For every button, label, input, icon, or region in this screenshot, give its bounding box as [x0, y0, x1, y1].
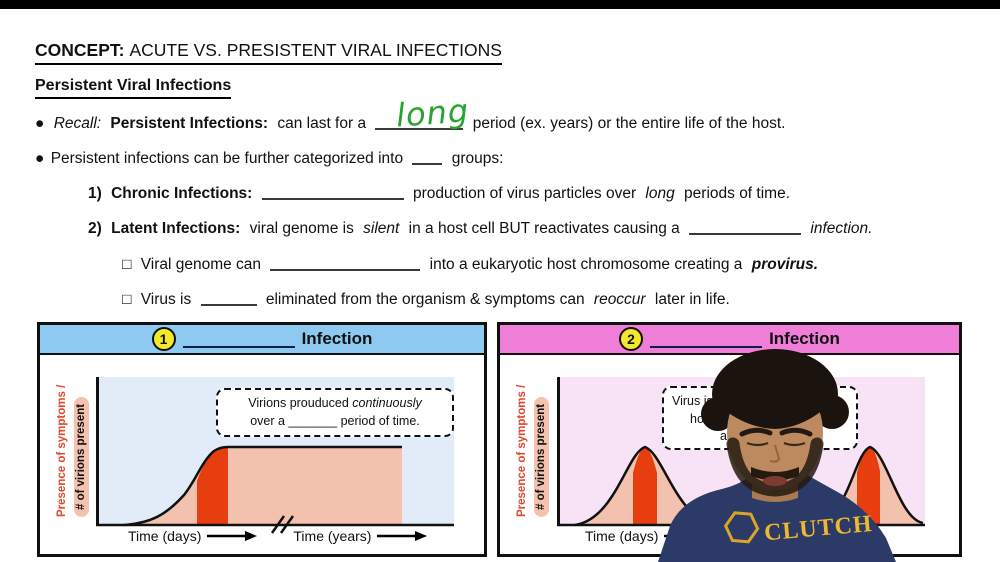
- handwritten-answer: long: [394, 91, 471, 135]
- x-label-days: Time (days): [585, 528, 659, 544]
- virion-curve-line: [123, 445, 402, 527]
- provirus-mid-text: into a eukaryotic host chromosome creati…: [429, 256, 743, 273]
- chronic-post-text: periods of time.: [684, 185, 791, 202]
- recall-label: Recall:: [53, 115, 102, 132]
- square-bullet-icon: □: [122, 256, 132, 273]
- panel2-header-label: Infection: [769, 329, 840, 348]
- beard: [726, 437, 824, 497]
- highlight-band: [197, 447, 228, 525]
- panel1-header: 1 Infection: [40, 325, 484, 355]
- closed-eye: [783, 441, 806, 447]
- highlight-band: [857, 447, 880, 525]
- latent-italic-silent: silent: [363, 220, 400, 237]
- circled-number-2-icon: 2: [619, 327, 644, 351]
- chronic-infections-label: Chronic Infections:: [111, 185, 253, 202]
- persistent-infections-label: Persistent Infections:: [110, 115, 269, 132]
- recall-post-text: period (ex. years) or the entire life of…: [472, 115, 786, 132]
- top-black-bar: [0, 0, 1000, 9]
- axis-break-icon: [270, 515, 295, 534]
- latent-italic-infection: infection.: [810, 220, 873, 237]
- closed-eye: [746, 441, 769, 447]
- latent-line: 2) Latent Infections: viral genome is si…: [88, 218, 877, 239]
- chronic-infection-panel: 1 Infection Presence of symptoms / # of …: [37, 322, 487, 557]
- hair-fringe: [724, 372, 826, 429]
- elimination-line: □ Virus is eliminated from the organism …: [122, 289, 735, 310]
- groups-pre-text: Persistent infections can be further cat…: [50, 150, 404, 167]
- title-text: ACUTE VS. PRESISTENT VIRAL INFECTIONS: [129, 40, 502, 60]
- recall-line: ● Recall: Persistent Infections: can las…: [35, 113, 790, 134]
- highlight-band: [633, 447, 657, 525]
- panel1-x-axis-labels: Time (days) Time (years): [128, 528, 428, 544]
- chronic-line: 1) Chronic Infections: production of vir…: [88, 183, 795, 204]
- y-axis-label-virions: # of virions present: [74, 396, 89, 517]
- y-axis-label-virions: # of virions present: [534, 396, 549, 517]
- presenter: CLUTCH: [658, 349, 896, 562]
- blank-underline: [412, 150, 443, 165]
- blank-underline: [689, 220, 802, 235]
- bullet-icon: ●: [35, 150, 45, 167]
- elimination-mid-text: eliminated from the organism & symptoms …: [265, 291, 585, 308]
- mustache: [751, 467, 799, 481]
- page-title: CONCEPT: ACUTE VS. PRESISTENT VIRAL INFEC…: [35, 40, 502, 65]
- arrow-right-icon: [207, 531, 258, 541]
- provirus-word: provirus.: [751, 256, 819, 273]
- elimination-post-text: later in life.: [654, 291, 730, 308]
- shirt: [658, 471, 896, 562]
- blank-underline: [270, 256, 421, 271]
- eyebrow: [739, 427, 773, 437]
- hexagon-logo-icon: [723, 511, 760, 544]
- virion-curve-fill: [124, 447, 402, 525]
- annotation-text: Virions prouduced: [248, 396, 349, 410]
- x-label-days: Time (days): [128, 528, 202, 544]
- recall-pre-text: can last for a: [277, 115, 367, 132]
- mouth: [763, 476, 787, 486]
- item-number: 1): [88, 185, 102, 202]
- square-bullet-icon: □: [122, 291, 132, 308]
- arrow-right-icon: [377, 531, 428, 541]
- panel2-header: 2 Infection: [500, 325, 959, 355]
- panel1-header-label: Infection: [301, 329, 373, 348]
- y-axis-label-symptoms: Presence of symptoms /: [56, 384, 68, 517]
- blank-underline: [375, 115, 464, 130]
- y-axis-label-symptoms: Presence of symptoms /: [516, 384, 528, 517]
- blank-underline: [261, 185, 404, 200]
- bullet-icon: ●: [35, 115, 45, 132]
- blank-underline: [200, 291, 257, 306]
- annotation-text: over a _______ period of time.: [250, 413, 420, 428]
- latent-pre-text: viral genome is: [249, 220, 354, 237]
- provirus-pre-text: Viral genome can: [140, 256, 262, 273]
- header-blank-underline: [650, 331, 763, 348]
- nose: [769, 444, 781, 463]
- chronic-mid-text: production of virus particles over: [412, 185, 637, 202]
- latent-mid-text: in a host cell BUT reactivates causing a: [408, 220, 680, 237]
- elimination-pre-text: Virus is: [140, 291, 192, 308]
- provirus-line: □ Viral genome can into a eukaryotic hos…: [122, 254, 823, 275]
- concept-label: CONCEPT:: [35, 40, 125, 60]
- groups-line: ● Persistent infections can be further c…: [35, 148, 508, 169]
- circled-number-1-icon: 1: [151, 327, 176, 351]
- annotation-italic-word: continuously: [352, 396, 422, 410]
- groups-post-text: groups:: [451, 150, 504, 167]
- chronic-italic-word: long: [645, 185, 675, 202]
- eyebrow: [779, 427, 813, 437]
- section-heading: Persistent Viral Infections: [35, 77, 232, 99]
- x-label-years: Time (years): [293, 528, 372, 544]
- latent-infections-label: Latent Infections:: [111, 220, 241, 237]
- chronic-annotation-box: Virions prouduced continuously over a __…: [216, 388, 454, 437]
- item-number: 2): [88, 220, 102, 237]
- header-blank-underline: [182, 331, 295, 348]
- reoccur-word: reoccur: [593, 291, 646, 308]
